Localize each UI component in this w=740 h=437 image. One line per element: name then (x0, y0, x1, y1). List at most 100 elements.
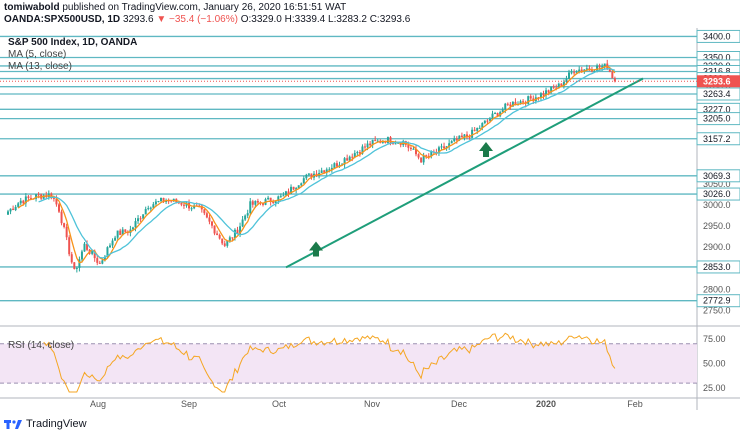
ma-line-5[interactable] (17, 65, 616, 264)
candle-188[interactable] (486, 120, 489, 122)
candle-199[interactable] (514, 101, 517, 106)
candle-9[interactable] (29, 197, 32, 199)
candle-171[interactable] (443, 146, 446, 149)
ma13-legend[interactable]: MA (13, close) (8, 61, 72, 72)
candle-0[interactable] (7, 211, 9, 215)
candle-226[interactable] (583, 69, 586, 71)
candle-117[interactable] (305, 174, 308, 179)
candle-147[interactable] (381, 141, 384, 143)
candle-69[interactable] (182, 204, 185, 206)
candle-135[interactable] (351, 156, 354, 158)
candle-220[interactable] (568, 72, 570, 79)
candle-27[interactable] (75, 267, 78, 269)
candle-37[interactable] (101, 260, 104, 264)
candle-44[interactable] (119, 230, 122, 236)
candle-110[interactable] (287, 191, 290, 194)
candle-164[interactable] (425, 155, 428, 157)
candle-82[interactable] (216, 233, 219, 235)
candle-19[interactable] (55, 198, 58, 205)
candle-6[interactable] (22, 200, 25, 204)
candle-105[interactable] (274, 201, 277, 203)
candle-118[interactable] (307, 173, 310, 175)
candle-126[interactable] (328, 169, 331, 171)
candle-3[interactable] (14, 206, 17, 211)
candle-223[interactable] (575, 72, 578, 74)
candle-42[interactable] (114, 237, 117, 241)
candle-144[interactable] (374, 139, 377, 141)
candle-151[interactable] (392, 143, 395, 145)
candle-183[interactable] (473, 129, 476, 131)
candle-123[interactable] (320, 170, 323, 173)
candle-150[interactable] (389, 137, 392, 144)
candle-175[interactable] (453, 138, 456, 142)
candle-211[interactable] (545, 90, 548, 96)
candle-111[interactable] (290, 186, 293, 194)
candle-80[interactable] (211, 221, 213, 226)
candle-83[interactable] (218, 234, 221, 239)
rsi-legend[interactable]: RSI (14, close) (8, 340, 75, 351)
candle-34[interactable] (93, 250, 96, 259)
candle-106[interactable] (277, 196, 280, 202)
candle-73[interactable] (193, 205, 196, 209)
candle-130[interactable] (338, 164, 341, 167)
ma5-legend[interactable]: MA (5, close) (8, 49, 67, 60)
candle-17[interactable] (50, 193, 53, 198)
candle-20[interactable] (58, 204, 60, 212)
candle-217[interactable] (560, 83, 563, 86)
candle-113[interactable] (295, 188, 298, 190)
footer-brand[interactable]: TradingView (4, 418, 87, 430)
candle-72[interactable] (190, 208, 193, 210)
candle-2[interactable] (12, 208, 15, 211)
candle-210[interactable] (542, 93, 545, 96)
candle-21[interactable] (60, 211, 63, 224)
candle-88[interactable] (231, 237, 234, 239)
candle-61[interactable] (162, 197, 165, 202)
candle-236[interactable] (608, 69, 611, 73)
candle-52[interactable] (139, 218, 142, 220)
candle-234[interactable] (603, 63, 606, 67)
candle-12[interactable] (37, 194, 40, 196)
rsi-line[interactable] (43, 332, 616, 393)
candle-50[interactable] (134, 221, 137, 228)
candle-85[interactable] (223, 243, 226, 246)
candle-51[interactable] (137, 218, 140, 222)
candle-104[interactable] (272, 201, 275, 203)
candle-163[interactable] (422, 155, 425, 163)
candle-161[interactable] (417, 154, 420, 158)
candle-115[interactable] (300, 183, 303, 186)
candle-134[interactable] (348, 156, 351, 161)
candle-56[interactable] (149, 207, 152, 209)
candle-141[interactable] (366, 143, 369, 148)
candle-53[interactable] (142, 214, 145, 219)
candle-112[interactable] (292, 186, 295, 190)
candle-28[interactable] (78, 259, 81, 268)
candle-225[interactable] (580, 69, 583, 71)
candle-91[interactable] (239, 226, 242, 235)
candle-184[interactable] (476, 127, 479, 131)
candle-60[interactable] (160, 197, 162, 201)
candle-189[interactable] (488, 119, 491, 121)
candle-230[interactable] (593, 70, 596, 72)
candle-219[interactable] (565, 78, 568, 83)
author-name[interactable]: tomiwabold (4, 2, 60, 13)
candle-132[interactable] (343, 158, 346, 165)
candle-22[interactable] (63, 223, 66, 227)
candle-162[interactable] (420, 157, 423, 163)
candle-213[interactable] (550, 86, 553, 93)
candle-198[interactable] (511, 101, 514, 107)
candle-158[interactable] (409, 147, 412, 150)
candle-124[interactable] (323, 170, 326, 173)
candle-185[interactable] (478, 127, 481, 129)
candle-29[interactable] (80, 251, 83, 260)
candle-96[interactable] (251, 201, 254, 205)
candle-204[interactable] (527, 96, 530, 104)
candle-23[interactable] (65, 226, 68, 238)
candle-79[interactable] (208, 217, 211, 222)
candle-49[interactable] (131, 227, 134, 230)
candle-218[interactable] (562, 82, 565, 86)
candle-194[interactable] (501, 109, 504, 113)
candle-143[interactable] (371, 139, 374, 146)
candle-182[interactable] (471, 129, 474, 138)
candle-179[interactable] (463, 134, 466, 138)
candle-76[interactable] (200, 205, 203, 210)
